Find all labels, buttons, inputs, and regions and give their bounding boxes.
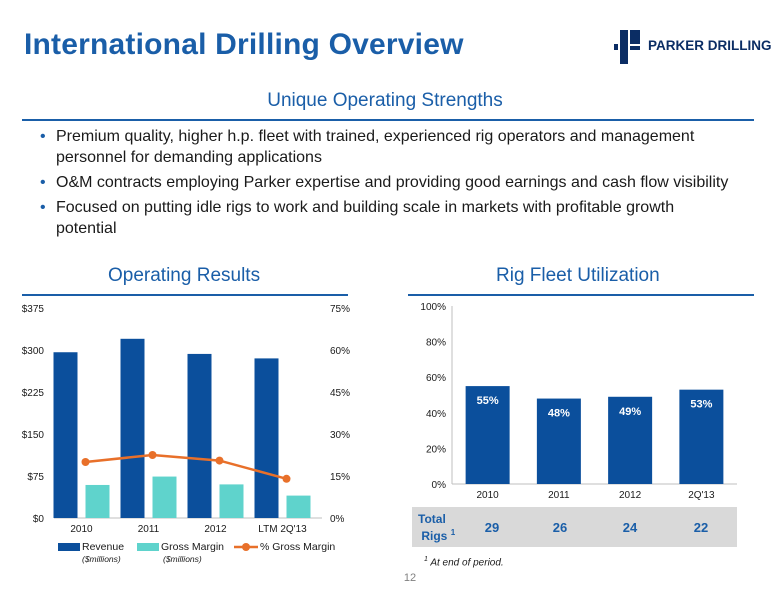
- legend-gross-margin-sublabel: ($millions): [163, 554, 202, 564]
- total-rigs-value: 29: [484, 520, 500, 535]
- legend-gross-margin-label: Gross Margin: [161, 541, 224, 553]
- revenue-bar: [187, 353, 212, 518]
- y2-tick-label: 15%: [330, 472, 350, 483]
- x-tick-label: 2012: [619, 490, 642, 501]
- footnote: 1 At end of period.: [424, 556, 504, 569]
- x-tick-label: 2011: [138, 524, 160, 535]
- strengths-list: • Premium quality, higher h.p. fleet with…: [40, 126, 730, 243]
- section-divider: [22, 294, 348, 296]
- y-tick-label: 40%: [426, 409, 446, 420]
- total-rigs-row: [412, 507, 737, 547]
- y2-tick-label: 75%: [330, 304, 350, 315]
- bullet-item: • Focused on putting idle rigs to work an…: [40, 197, 730, 239]
- section-divider: [22, 119, 754, 121]
- revenue-bar: [53, 352, 78, 518]
- pct-gross-margin-point: [215, 456, 224, 465]
- y-tick-label: $150: [22, 430, 45, 441]
- utilization-bar: [465, 386, 510, 484]
- total-rigs-value: 26: [552, 520, 568, 535]
- bullet-icon: •: [40, 128, 46, 145]
- utilization-bar: [536, 398, 581, 484]
- gross-margin-bar: [152, 476, 177, 518]
- y-tick-label: $0: [33, 514, 45, 525]
- parker-p-icon: [614, 30, 640, 64]
- bullet-item: • Premium quality, higher h.p. fleet with…: [40, 126, 730, 168]
- legend-revenue-label: Revenue: [82, 541, 124, 553]
- y-tick-label: 60%: [426, 373, 446, 384]
- y-tick-label: $375: [22, 304, 45, 315]
- slide-title: International Drilling Overview: [24, 28, 464, 61]
- legend-pct-label: % Gross Margin: [260, 541, 335, 553]
- y-tick-label: $225: [22, 388, 45, 399]
- y2-tick-label: 0%: [330, 514, 345, 525]
- gross-margin-bar: [286, 495, 311, 518]
- utilization-data-label: 49%: [619, 406, 641, 418]
- utilization-data-label: 55%: [477, 395, 499, 407]
- y2-tick-label: 60%: [330, 346, 350, 357]
- y-tick-label: 100%: [420, 302, 446, 313]
- x-tick-label: 2010: [70, 524, 93, 535]
- utilization-data-label: 48%: [548, 408, 570, 420]
- operating-results-heading: Operating Results: [108, 265, 261, 286]
- x-tick-label: 2Q'13: [688, 490, 715, 501]
- section-divider: [408, 294, 754, 296]
- x-tick-label: 2010: [477, 490, 500, 501]
- legend-revenue-sublabel: ($millions): [82, 554, 121, 564]
- y2-tick-label: 30%: [330, 430, 350, 441]
- gross-margin-bar: [85, 484, 110, 518]
- bullet-text: Premium quality, higher h.p. fleet with …: [56, 128, 695, 166]
- operating-results-chart: $0 $75 $150 $225 $300 $375 0% 15% 30% 45% 60% 75% 20…: [22, 304, 350, 564]
- y-tick-label: 80%: [426, 338, 446, 349]
- y-tick-label: $300: [22, 346, 45, 357]
- y2-tick-label: 45%: [330, 388, 350, 399]
- bullet-text: Focused on putting idle rigs to work and…: [56, 199, 675, 237]
- bullet-icon: •: [40, 199, 46, 216]
- utilization-chart: 0% 20% 40% 60% 80% 100% 55% 2010 48% 2011 49% 2012 5…: [420, 302, 737, 501]
- total-rigs-value: 24: [622, 520, 638, 535]
- x-tick-label: 2012: [204, 524, 227, 535]
- page-number: 12: [403, 572, 417, 584]
- total-rigs-value: 22: [693, 520, 709, 535]
- revenue-bar: [254, 358, 279, 518]
- pct-gross-margin-point: [282, 474, 291, 483]
- total-rigs-label: Total Rigs 1: [418, 512, 456, 543]
- y-tick-label: $75: [27, 472, 44, 483]
- logo-text: PARKER DRILLING: [648, 38, 772, 53]
- utilization-data-label: 53%: [690, 399, 712, 411]
- x-tick-label: 2011: [548, 490, 570, 501]
- y-tick-label: 20%: [426, 444, 446, 455]
- revenue-bar: [120, 338, 145, 518]
- utilization-heading: Rig Fleet Utilization: [496, 265, 660, 286]
- utilization-bar: [679, 389, 724, 484]
- bullet-icon: •: [40, 174, 46, 191]
- gross-margin-bar: [219, 484, 244, 518]
- pct-gross-margin-line: [85, 453, 287, 481]
- bullet-text: O&M contracts employing Parker expertise…: [56, 174, 729, 191]
- utilization-bar: [608, 396, 653, 484]
- legend-revenue-swatch: [58, 543, 80, 551]
- bullet-item: • O&M contracts employing Parker expertis…: [40, 172, 730, 193]
- y-tick-label: 0%: [432, 480, 447, 491]
- parker-logo: [614, 30, 640, 64]
- legend-pct-marker: [242, 543, 250, 551]
- pct-gross-margin-point: [148, 451, 157, 459]
- strengths-heading: Unique Operating Strengths: [267, 90, 503, 111]
- x-tick-label: LTM 2Q'13: [258, 524, 307, 535]
- pct-gross-margin-point: [81, 458, 90, 466]
- legend-gross-margin-swatch: [137, 543, 159, 551]
